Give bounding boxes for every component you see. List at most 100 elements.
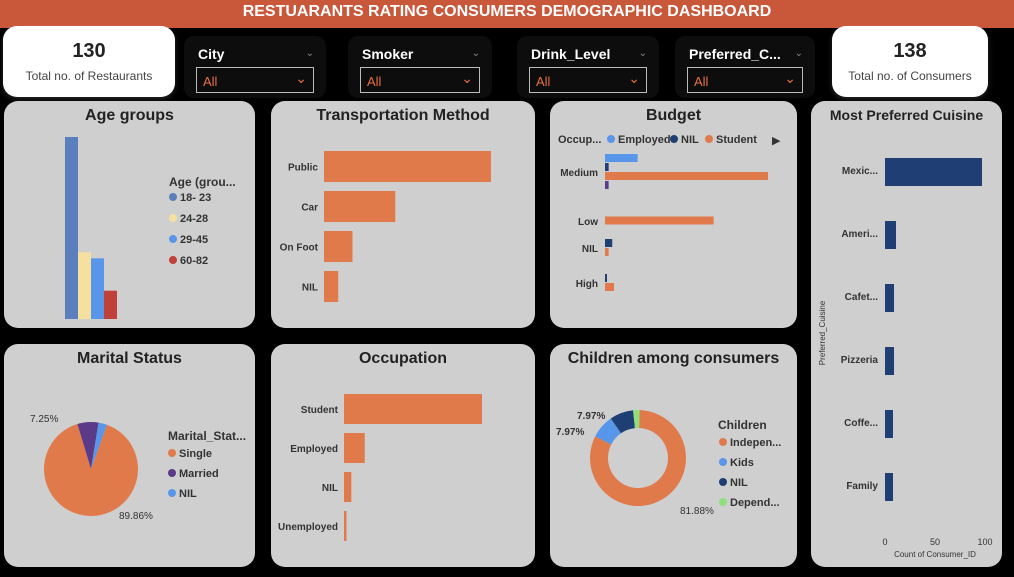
bar xyxy=(885,284,894,312)
legend-dot xyxy=(719,458,727,466)
slicer-drink-level-value: All xyxy=(536,74,551,89)
bar xyxy=(605,248,609,256)
y-axis-label: Preferred_Cuisine xyxy=(818,300,827,365)
bar xyxy=(344,433,365,463)
dropdown-arrow-icon[interactable]: ⌄ xyxy=(295,70,307,86)
age-legend-item: 60-82 xyxy=(180,255,208,267)
legend-dot xyxy=(719,438,727,446)
dropdown-arrow-icon[interactable]: ⌄ xyxy=(461,70,473,86)
pie-slice xyxy=(610,410,635,434)
panel-children[interactable]: Children among consumers 7.97% 7.97% 81.88… xyxy=(550,344,797,567)
category-label: Public xyxy=(288,163,318,174)
age-bar xyxy=(91,258,104,319)
chevron-down-icon[interactable]: ⌄ xyxy=(638,48,647,59)
pie-slice xyxy=(91,422,107,469)
children-legend-item: Kids xyxy=(730,457,754,469)
slicer-city-label: City xyxy=(198,46,225,62)
legend-dot xyxy=(169,193,177,201)
slicer-drink-level-label: Drink_Level xyxy=(531,46,611,62)
bar xyxy=(324,271,339,302)
kpi-restaurants-label: Total no. of Restaurants xyxy=(25,69,153,83)
bar xyxy=(885,158,982,186)
age-legend-title: Age (grou... xyxy=(169,175,236,189)
x-tick-label: 100 xyxy=(977,537,992,547)
category-label: NIL xyxy=(582,244,598,255)
chevron-down-icon[interactable]: ⌄ xyxy=(305,48,314,59)
category-label: Low xyxy=(578,217,598,228)
slicer-drink-level[interactable]: Drink_Level ⌄ All ⌄ xyxy=(517,36,659,98)
x-tick-label: 0 xyxy=(882,537,887,547)
cuisine-title: Most Preferred Cuisine xyxy=(829,107,984,123)
bar xyxy=(344,511,347,541)
slicer-smoker-dropdown[interactable]: All ⌄ xyxy=(360,67,480,93)
bar xyxy=(605,274,607,282)
age-legend-item: 24-28 xyxy=(180,213,208,225)
age-bar xyxy=(104,290,117,319)
children-legend-item: Depend... xyxy=(730,497,780,509)
dropdown-arrow-icon[interactable]: ⌄ xyxy=(784,70,796,86)
dropdown-arrow-icon[interactable]: ⌄ xyxy=(628,70,640,86)
slicer-city-value: All xyxy=(203,74,218,89)
age-bar xyxy=(65,137,78,319)
pie-slice xyxy=(633,410,640,429)
legend-dot xyxy=(168,469,176,477)
bar xyxy=(885,221,896,249)
bar xyxy=(885,473,893,501)
slicer-city[interactable]: City ⌄ All ⌄ xyxy=(184,36,326,98)
category-label: Ameri... xyxy=(841,229,878,240)
category-label: Unemployed xyxy=(278,522,338,533)
legend-dot xyxy=(169,214,177,222)
data-label: 81.88% xyxy=(680,506,714,517)
children-legend-item: NIL xyxy=(730,477,748,489)
panel-age-groups[interactable]: Age groups Age (grou... 18- 23 24-28 29-45 6… xyxy=(4,101,255,328)
scroll-right-icon: ▶ xyxy=(772,135,781,147)
children-legend-title: Children xyxy=(718,418,767,432)
transportation-chart: Public Car On Foot NIL xyxy=(280,151,491,302)
slicer-preferred-cuisine-dropdown[interactable]: All ⌄ xyxy=(687,67,803,93)
slicer-smoker[interactable]: Smoker ⌄ All ⌄ xyxy=(348,36,492,98)
chevron-down-icon[interactable]: ⌄ xyxy=(794,48,803,59)
x-tick-label: 50 xyxy=(930,537,940,547)
chevron-down-icon[interactable]: ⌄ xyxy=(471,48,480,59)
budget-legend-prefix: Occup... xyxy=(558,134,601,146)
panel-marital-status[interactable]: Marital Status 7.25% 89.86% Marital_Stat..… xyxy=(4,344,255,567)
bar xyxy=(344,472,352,502)
slicer-smoker-value: All xyxy=(367,74,382,89)
legend-dot xyxy=(168,449,176,457)
slicer-preferred-cuisine[interactable]: Preferred_C... ⌄ All ⌄ xyxy=(675,36,815,98)
kpi-consumers-card: 138 Total no. of Consumers xyxy=(832,26,988,97)
bar xyxy=(885,347,894,375)
panel-budget[interactable]: Budget Occup... Employed NIL Student ▶ Medium… xyxy=(550,101,797,328)
slicer-preferred-cuisine-label: Preferred_C... xyxy=(689,46,781,62)
pie-slice xyxy=(77,422,99,469)
bar xyxy=(605,181,609,189)
category-label: Mexic... xyxy=(842,166,878,177)
data-label: 7.97% xyxy=(577,411,605,422)
category-label: Coffe... xyxy=(844,418,878,429)
panel-occupation[interactable]: Occupation Student Employed NIL Unemployed xyxy=(271,344,535,567)
category-label: Car xyxy=(301,203,318,214)
data-label: 7.97% xyxy=(556,427,584,438)
marital-legend-item: Single xyxy=(179,448,212,460)
marital-status-title: Marital Status xyxy=(77,350,182,367)
category-label: High xyxy=(576,279,598,290)
children-title: Children among consumers xyxy=(567,350,780,367)
transportation-title: Transportation Method xyxy=(316,107,490,124)
kpi-consumers-label: Total no. of Consumers xyxy=(848,69,972,83)
panel-cuisine[interactable]: Most Preferred Cuisine Mexic... Ameri... C… xyxy=(811,101,1002,567)
budget-title: Budget xyxy=(645,107,702,124)
slicer-city-dropdown[interactable]: All ⌄ xyxy=(196,67,314,93)
children-legend-item: Indepen... xyxy=(730,437,781,449)
bar xyxy=(605,163,609,171)
panel-transportation[interactable]: Transportation Method Public Car On Foot NI… xyxy=(271,101,535,328)
category-label: Cafet... xyxy=(845,292,879,303)
bar xyxy=(324,231,353,262)
slicer-smoker-label: Smoker xyxy=(362,46,414,62)
age-legend-item: 18- 23 xyxy=(180,192,211,204)
dashboard-title: RESTUARANTS RATING CONSUMERS DEMOGRAPHIC… xyxy=(0,0,1014,28)
slicer-drink-level-dropdown[interactable]: All ⌄ xyxy=(529,67,647,93)
legend-dot xyxy=(719,498,727,506)
occupation-title: Occupation xyxy=(358,350,447,367)
bar xyxy=(885,410,893,438)
category-label: NIL xyxy=(322,483,338,494)
